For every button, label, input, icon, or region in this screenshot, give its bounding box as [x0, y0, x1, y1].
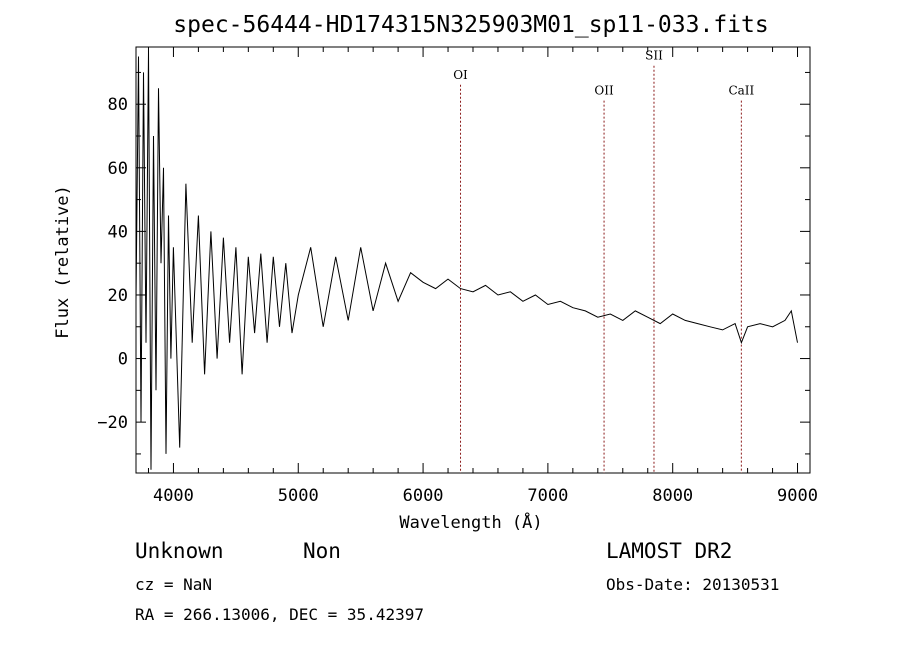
annotation-label: OI	[453, 68, 468, 82]
y-tick-label: −20	[97, 413, 128, 433]
x-tick-label: 4000	[153, 486, 194, 506]
x-tick-label: 6000	[403, 486, 444, 506]
series-layer	[135, 50, 798, 470]
x-tick-label: 5000	[278, 486, 319, 506]
obs-date-text: Obs-Date: 20130531	[606, 575, 779, 594]
y-axis-label: Flux (relative)	[53, 185, 73, 339]
chart-title: spec-56444-HD174315N325903M01_sp11-033.f…	[173, 12, 768, 38]
y-tick-label: 80	[108, 95, 128, 115]
y-tick-label: 40	[108, 222, 128, 242]
object-name: Unknown	[135, 539, 224, 563]
survey-name: LAMOST DR2	[606, 539, 732, 563]
annotation-label: CaII	[728, 84, 754, 98]
flux-series-line	[135, 50, 798, 470]
plot-frame	[135, 46, 811, 474]
annotation-label: SII	[645, 49, 663, 63]
object-class: Non	[303, 539, 341, 563]
x-tick-label: 8000	[652, 486, 693, 506]
y-axis: −20 0 20 40 60 80	[97, 71, 810, 455]
x-axis: 4000 5000 6000 7000 8000 9000	[147, 47, 818, 506]
y-tick-label: 20	[108, 286, 128, 306]
annotation-label: OII	[594, 84, 614, 98]
x-tick-label: 7000	[527, 486, 568, 506]
x-tick-label: 9000	[777, 486, 818, 506]
x-axis-label: Wavelength (Å)	[399, 511, 542, 533]
y-tick-label: 60	[108, 159, 128, 179]
y-tick-label: 0	[118, 350, 128, 370]
coordinates-text: RA = 266.13006, DEC = 35.42397	[135, 605, 424, 624]
line-annotations: OI OII SII CaII	[453, 49, 755, 473]
redshift-text: cz = NaN	[135, 575, 212, 594]
